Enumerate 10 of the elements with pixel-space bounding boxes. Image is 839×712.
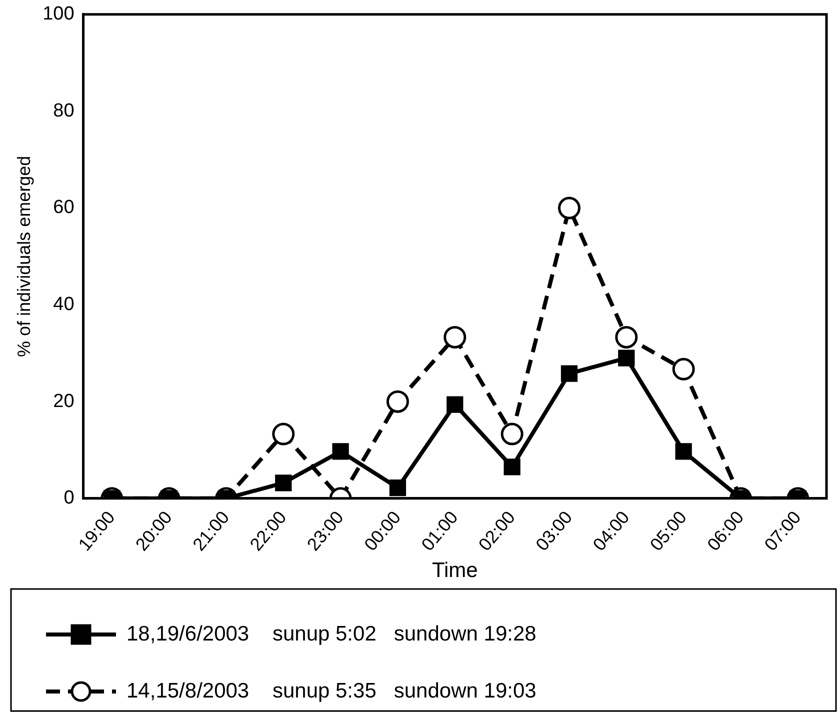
y-tick-label: 60 [53,197,74,218]
y-tick-label: 80 [53,100,74,122]
y-tick-label: 100 [42,4,74,25]
y-tick-label: 0 [64,488,74,509]
legend-label: 18,19/6/2003 sunup 5:02 sundown 19:28 [126,622,536,646]
x-axis-title: Time [432,559,478,582]
legend-label: 14,15/8/2003 sunup 5:35 sundown 19:03 [126,679,536,702]
y-axis-title: % of individuals emerged [14,156,34,357]
y-tick-label: 40 [53,294,74,316]
y-tick-label: 20 [53,390,74,412]
